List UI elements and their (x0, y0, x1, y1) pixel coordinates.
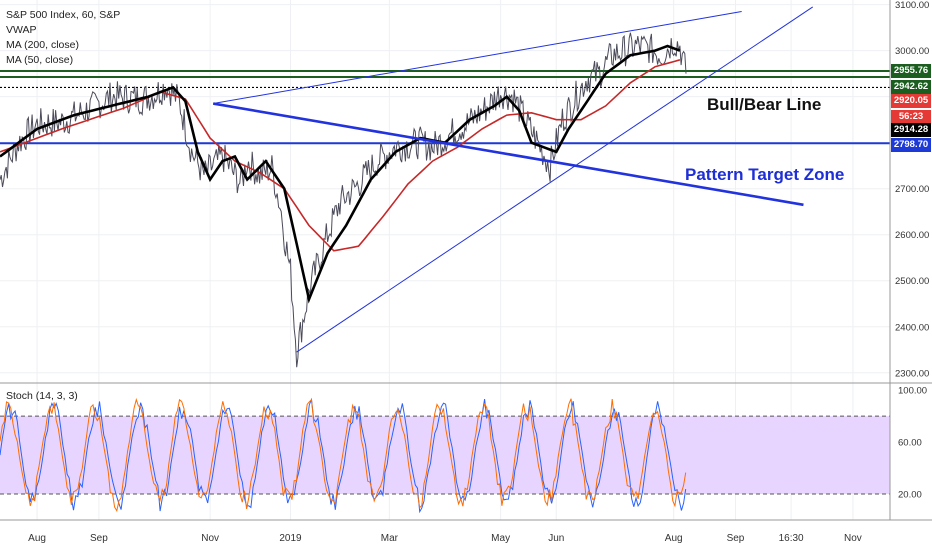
rising-wedge-support (296, 6, 814, 353)
x-tick-0: Aug (28, 533, 46, 544)
stoch-tick-100: 100.00 (898, 386, 927, 397)
legend-ma50: MA (50, close) (6, 54, 74, 66)
price-tag-2: 2920.05 (891, 94, 931, 108)
price-tag-4: 2914.28 (891, 123, 931, 137)
y-tick-3000: 3000.00 (895, 46, 929, 57)
price-series (0, 32, 687, 368)
y-tick-2400: 2400.00 (895, 322, 929, 333)
rising-wedge-resistance (213, 11, 742, 105)
x-tick-4: Mar (381, 533, 399, 544)
y-tick-2300: 2300.00 (895, 368, 929, 379)
trendlines (213, 6, 814, 353)
price-tag-0: 2955.76 (891, 64, 931, 78)
x-tick-1: Sep (90, 533, 108, 544)
x-tick-9: 16:30 (779, 533, 804, 544)
main-legend: S&P 500 Index, 60, S&P VWAP MA (200, clo… (6, 8, 120, 68)
x-tick-7: Aug (665, 533, 683, 544)
price-line (0, 32, 687, 368)
y-tick-2600: 2600.00 (895, 230, 929, 241)
legend-ma200: MA (200, close) (6, 39, 79, 51)
legend-title: S&P 500 Index, 60, S&P (6, 9, 121, 21)
legend-vwap: VWAP (6, 24, 37, 36)
stoch-legend: Stoch (14, 3, 3) (6, 390, 78, 402)
y-tick-2700: 2700.00 (895, 184, 929, 195)
x-tick-6: Jun (548, 533, 564, 544)
stoch-d-line (0, 397, 687, 513)
target-zone-annotation: Pattern Target Zone (685, 165, 845, 184)
vwap-line (0, 44, 681, 304)
stoch-tick-20: 20.00 (898, 490, 922, 501)
x-tick-2: Nov (201, 533, 219, 544)
x-tick-5: May (491, 533, 510, 544)
x-tick-3: 2019 (279, 533, 302, 544)
x-tick-8: Sep (727, 533, 745, 544)
bull-bear-annotation: Bull/Bear Line (707, 95, 822, 114)
stoch-tick-60: 60.00 (898, 438, 922, 449)
price-tag-1: 2942.62 (891, 80, 931, 94)
y-tick-2500: 2500.00 (895, 276, 929, 287)
stoch-band (0, 415, 890, 495)
x-tick-10: Nov (844, 533, 862, 544)
price-tag-5: 2798.70 (891, 138, 931, 152)
price-tag-3: 56:23 (891, 110, 931, 124)
stoch-band-fill (0, 416, 890, 495)
target-zone-line (213, 102, 804, 207)
ma200-line (0, 59, 681, 252)
stoch-series (0, 397, 687, 514)
y-tick-3100: 3100.00 (895, 0, 929, 11)
